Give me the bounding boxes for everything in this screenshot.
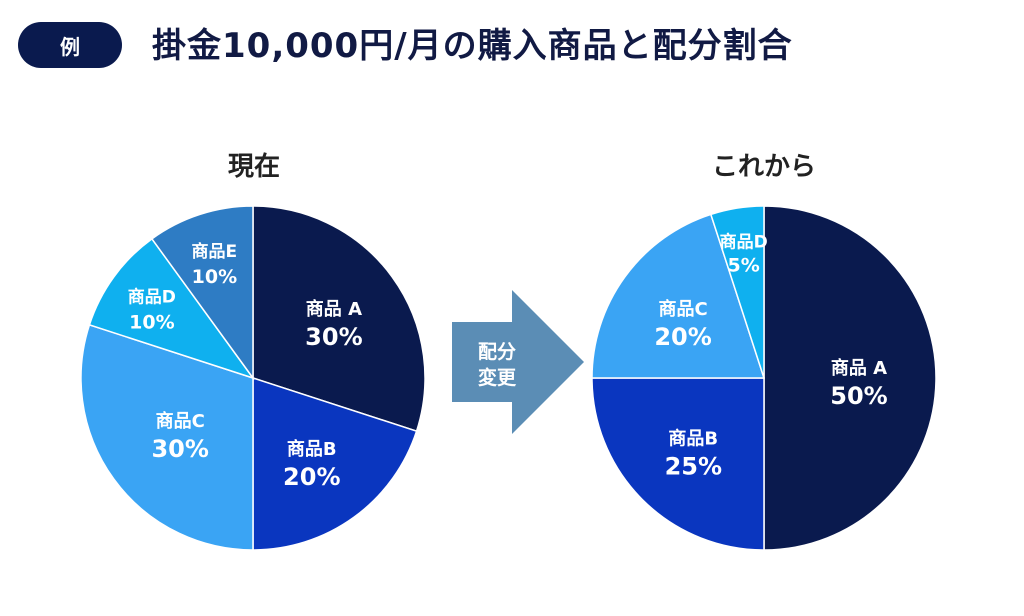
pie-slice-1-3 xyxy=(709,205,765,379)
pie-slice-0-0 xyxy=(252,205,426,433)
slice-percent-label-1-0: 50% xyxy=(830,382,887,410)
arrow-label-line2: 変更 xyxy=(478,366,517,389)
chart-title-future: これから xyxy=(711,152,817,182)
slice-name-label-1-3: 商品D xyxy=(720,232,768,253)
slice-percent-label-0-4: 10% xyxy=(192,266,237,288)
slice-name-label-0-0: 商品 A xyxy=(306,298,362,320)
slice-percent-label-0-1: 20% xyxy=(283,463,340,491)
pie-chart-current: 商品 A 30% 商品B 20% 商品C 30% 商品D 10% 商品E 10% xyxy=(80,205,426,551)
pie-slice-1-0 xyxy=(763,205,937,551)
arrow-icon xyxy=(452,290,584,434)
pie-slice-1-1 xyxy=(591,377,765,551)
example-badge: 例 xyxy=(18,22,122,68)
slice-name-label-1-2: 商品C xyxy=(658,298,707,320)
slice-percent-label-1-2: 20% xyxy=(654,323,711,351)
slice-name-label-0-2: 商品C xyxy=(156,410,205,432)
pie-slice-0-2 xyxy=(80,323,254,551)
slice-percent-label-0-2: 30% xyxy=(151,435,208,463)
slice-name-label-1-1: 商品B xyxy=(668,428,718,450)
reallocation-arrow: 配分 変更 xyxy=(452,290,584,434)
slice-name-label-0-1: 商品B xyxy=(287,438,337,460)
slice-name-label-1-0: 商品 A xyxy=(831,357,887,379)
pie-slice-0-4 xyxy=(150,205,254,381)
page-title: 掛金10,000円/月の購入商品と配分割合 xyxy=(152,26,793,66)
arrow-label-line1: 配分 xyxy=(478,341,516,363)
slice-percent-label-0-3: 10% xyxy=(129,312,174,334)
slice-percent-label-1-1: 25% xyxy=(665,453,722,481)
slice-name-label-0-4: 商品E xyxy=(192,241,238,262)
slice-percent-label-1-3: 5% xyxy=(728,255,760,277)
slice-percent-label-0-0: 30% xyxy=(305,323,362,351)
pie-slice-0-3 xyxy=(88,237,255,380)
pie-slice-0-1 xyxy=(252,376,418,551)
slice-name-label-0-3: 商品D xyxy=(128,287,176,308)
pie-slice-1-2 xyxy=(591,213,766,379)
chart-title-current: 現在 xyxy=(227,152,281,182)
